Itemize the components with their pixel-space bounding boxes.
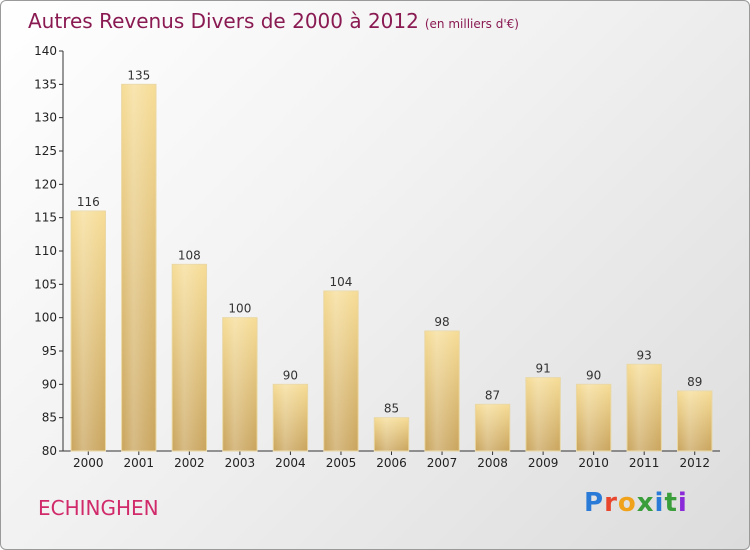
bar-highlight — [677, 391, 712, 451]
commune-name: ECHINGHEN — [38, 496, 159, 520]
value-label: 100 — [228, 302, 251, 316]
value-label: 89 — [687, 375, 702, 389]
y-tick-label: 110 — [34, 244, 57, 258]
y-tick-label: 120 — [34, 177, 57, 191]
bars — [70, 83, 713, 452]
y-tick-label: 140 — [34, 44, 57, 58]
logo-letter: i — [677, 488, 688, 518]
bar-highlight — [374, 417, 409, 451]
logo-letter: r — [604, 488, 618, 518]
x-tick-label: 2005 — [326, 456, 357, 470]
y-tick-label: 125 — [34, 144, 57, 158]
bar-highlight — [273, 384, 308, 451]
title-text: Autres Revenus Divers de 2000 à 2012 — [28, 9, 419, 33]
x-tick-label: 2011 — [629, 456, 660, 470]
x-tick-label: 2008 — [477, 456, 508, 470]
value-label: 85 — [384, 402, 399, 416]
logo-letter: i — [654, 488, 665, 518]
y-tick-label: 95 — [42, 344, 57, 358]
y-tick-label: 100 — [34, 311, 57, 325]
value-label: 90 — [586, 368, 601, 382]
y-tick-label: 80 — [42, 444, 57, 458]
logo-letter: P — [584, 488, 605, 518]
logo-letter: x — [636, 488, 655, 518]
bar-highlight — [627, 364, 662, 451]
axes: 80 85 90 95 100 105 110 115 120 125 130 135 140 — [34, 44, 720, 458]
x-tick-label: 2009 — [528, 456, 559, 470]
bar-highlight — [121, 84, 156, 451]
bar-highlight — [525, 377, 561, 451]
x-tick-label: 2010 — [578, 456, 609, 470]
value-label: 108 — [178, 248, 201, 262]
x-tick-label: 2006 — [376, 456, 407, 470]
value-label: 90 — [283, 368, 298, 382]
value-label: 91 — [535, 362, 550, 376]
x-tick-label: 2000 — [73, 456, 104, 470]
chart-title: Autres Revenus Divers de 2000 à 2012 (en … — [28, 9, 519, 33]
x-tick-label: 2003 — [225, 456, 256, 470]
y-tick-label: 135 — [34, 77, 57, 91]
y-tick-label: 90 — [42, 377, 57, 391]
value-label: 116 — [77, 195, 100, 209]
value-label: 87 — [485, 388, 500, 402]
y-tick-label: 115 — [34, 211, 57, 225]
logo-letter: o — [617, 488, 637, 518]
bar-highlight — [71, 211, 106, 451]
labels: 116 2000 135 2001 108 2002 100 2003 90 2004 104 200… — [73, 68, 710, 470]
chart-subtitle: (en milliers d'€) — [424, 17, 519, 31]
bar-highlight — [323, 291, 359, 451]
bar-highlight — [172, 264, 207, 451]
bar-highlight — [222, 317, 258, 451]
y-tick-label: 130 — [34, 111, 57, 125]
x-tick-label: 2001 — [124, 456, 155, 470]
y-tick-label: 85 — [42, 411, 57, 425]
x-tick-label: 2004 — [275, 456, 306, 470]
x-tick-label: 2012 — [679, 456, 710, 470]
value-label: 104 — [330, 275, 353, 289]
x-tick-label: 2002 — [174, 456, 205, 470]
bar-highlight — [475, 404, 510, 451]
value-label: 93 — [637, 348, 652, 362]
y-tick-label: 105 — [34, 277, 57, 291]
logo-letter: t — [664, 488, 678, 518]
bar-highlight — [424, 331, 460, 451]
proxiti-logo: Proxiti — [584, 488, 688, 518]
x-tick-label: 2007 — [427, 456, 458, 470]
value-label: 135 — [127, 68, 150, 82]
value-label: 98 — [434, 315, 449, 329]
bar-highlight — [576, 384, 611, 451]
